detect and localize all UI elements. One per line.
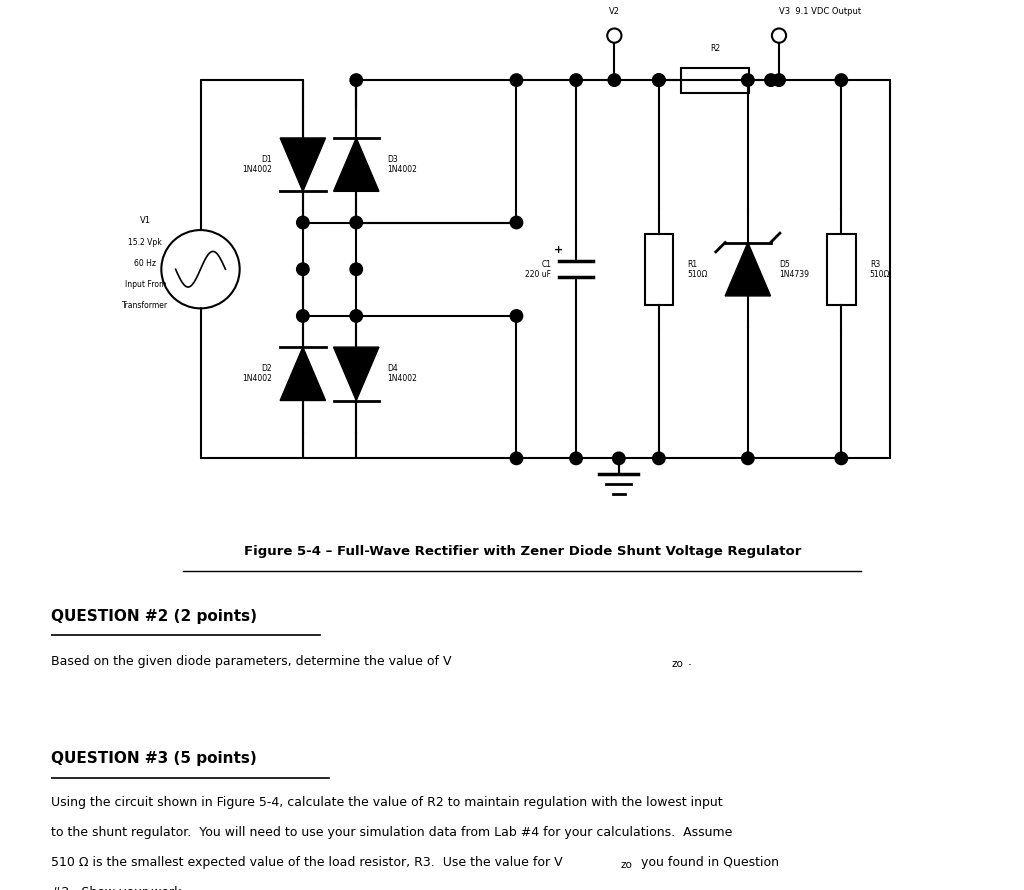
Circle shape [510, 310, 522, 322]
Circle shape [350, 263, 362, 276]
Polygon shape [281, 347, 326, 400]
Circle shape [350, 216, 362, 229]
Circle shape [741, 452, 754, 465]
Circle shape [350, 74, 362, 86]
Circle shape [569, 452, 583, 465]
Circle shape [297, 263, 309, 276]
Circle shape [297, 310, 309, 322]
Polygon shape [281, 138, 326, 191]
Text: C1
220 uF: C1 220 uF [525, 260, 551, 279]
Circle shape [510, 74, 522, 86]
Circle shape [835, 74, 848, 86]
Text: R3
510Ω: R3 510Ω [869, 260, 890, 279]
Circle shape [652, 74, 665, 86]
Text: V2: V2 [609, 7, 620, 16]
Text: +: + [554, 245, 563, 255]
Text: V3  9.1 VDC Output: V3 9.1 VDC Output [779, 7, 861, 16]
Polygon shape [334, 138, 379, 191]
Circle shape [569, 74, 583, 86]
Circle shape [652, 452, 665, 465]
Text: 510 Ω is the smallest expected value of the load resistor, R3.  Use the value fo: 510 Ω is the smallest expected value of … [51, 856, 563, 870]
Text: Input From: Input From [125, 280, 166, 289]
Polygon shape [725, 243, 770, 295]
Text: you found in Question: you found in Question [637, 856, 779, 870]
Bar [645, 233, 673, 304]
Text: 60 Hz: 60 Hz [134, 259, 157, 268]
Circle shape [350, 310, 362, 322]
Bar [681, 68, 749, 93]
Text: V1: V1 [140, 216, 151, 225]
Text: to the shunt regulator.  You will need to use your simulation data from Lab #4 f: to the shunt regulator. You will need to… [51, 826, 732, 839]
Circle shape [835, 452, 848, 465]
Circle shape [297, 216, 309, 229]
Circle shape [510, 452, 522, 465]
Text: zo: zo [621, 861, 632, 870]
Text: .: . [688, 655, 692, 668]
Circle shape [510, 216, 522, 229]
Text: Transformer: Transformer [122, 302, 168, 311]
Circle shape [741, 74, 754, 86]
Circle shape [652, 74, 665, 86]
Text: #2.  Show your work.: #2. Show your work. [51, 886, 185, 890]
Text: Using the circuit shown in Figure 5-4, calculate the value of R2 to maintain reg: Using the circuit shown in Figure 5-4, c… [51, 796, 723, 809]
Text: R2: R2 [710, 44, 720, 53]
Text: R1
510Ω: R1 510Ω [687, 260, 708, 279]
Text: D2
1N4002: D2 1N4002 [242, 364, 271, 384]
Circle shape [608, 74, 621, 86]
Bar [827, 233, 855, 304]
Text: Based on the given diode parameters, determine the value of V: Based on the given diode parameters, det… [51, 655, 452, 668]
Circle shape [612, 452, 625, 465]
Text: D5
1N4739: D5 1N4739 [779, 260, 809, 279]
Text: QUESTION #2 (2 points): QUESTION #2 (2 points) [51, 609, 257, 624]
Text: zo: zo [671, 659, 683, 669]
Text: D4
1N4002: D4 1N4002 [387, 364, 417, 384]
Text: QUESTION #3 (5 points): QUESTION #3 (5 points) [51, 751, 257, 766]
Circle shape [773, 74, 785, 86]
Text: 15.2 Vpk: 15.2 Vpk [128, 239, 162, 247]
Circle shape [765, 74, 777, 86]
Polygon shape [334, 347, 379, 400]
Text: Figure 5-4 – Full-Wave Rectifier with Zener Diode Shunt Voltage Regulator: Figure 5-4 – Full-Wave Rectifier with Ze… [244, 545, 801, 558]
Text: D1
1N4002: D1 1N4002 [242, 155, 271, 174]
Text: D3
1N4002: D3 1N4002 [387, 155, 417, 174]
